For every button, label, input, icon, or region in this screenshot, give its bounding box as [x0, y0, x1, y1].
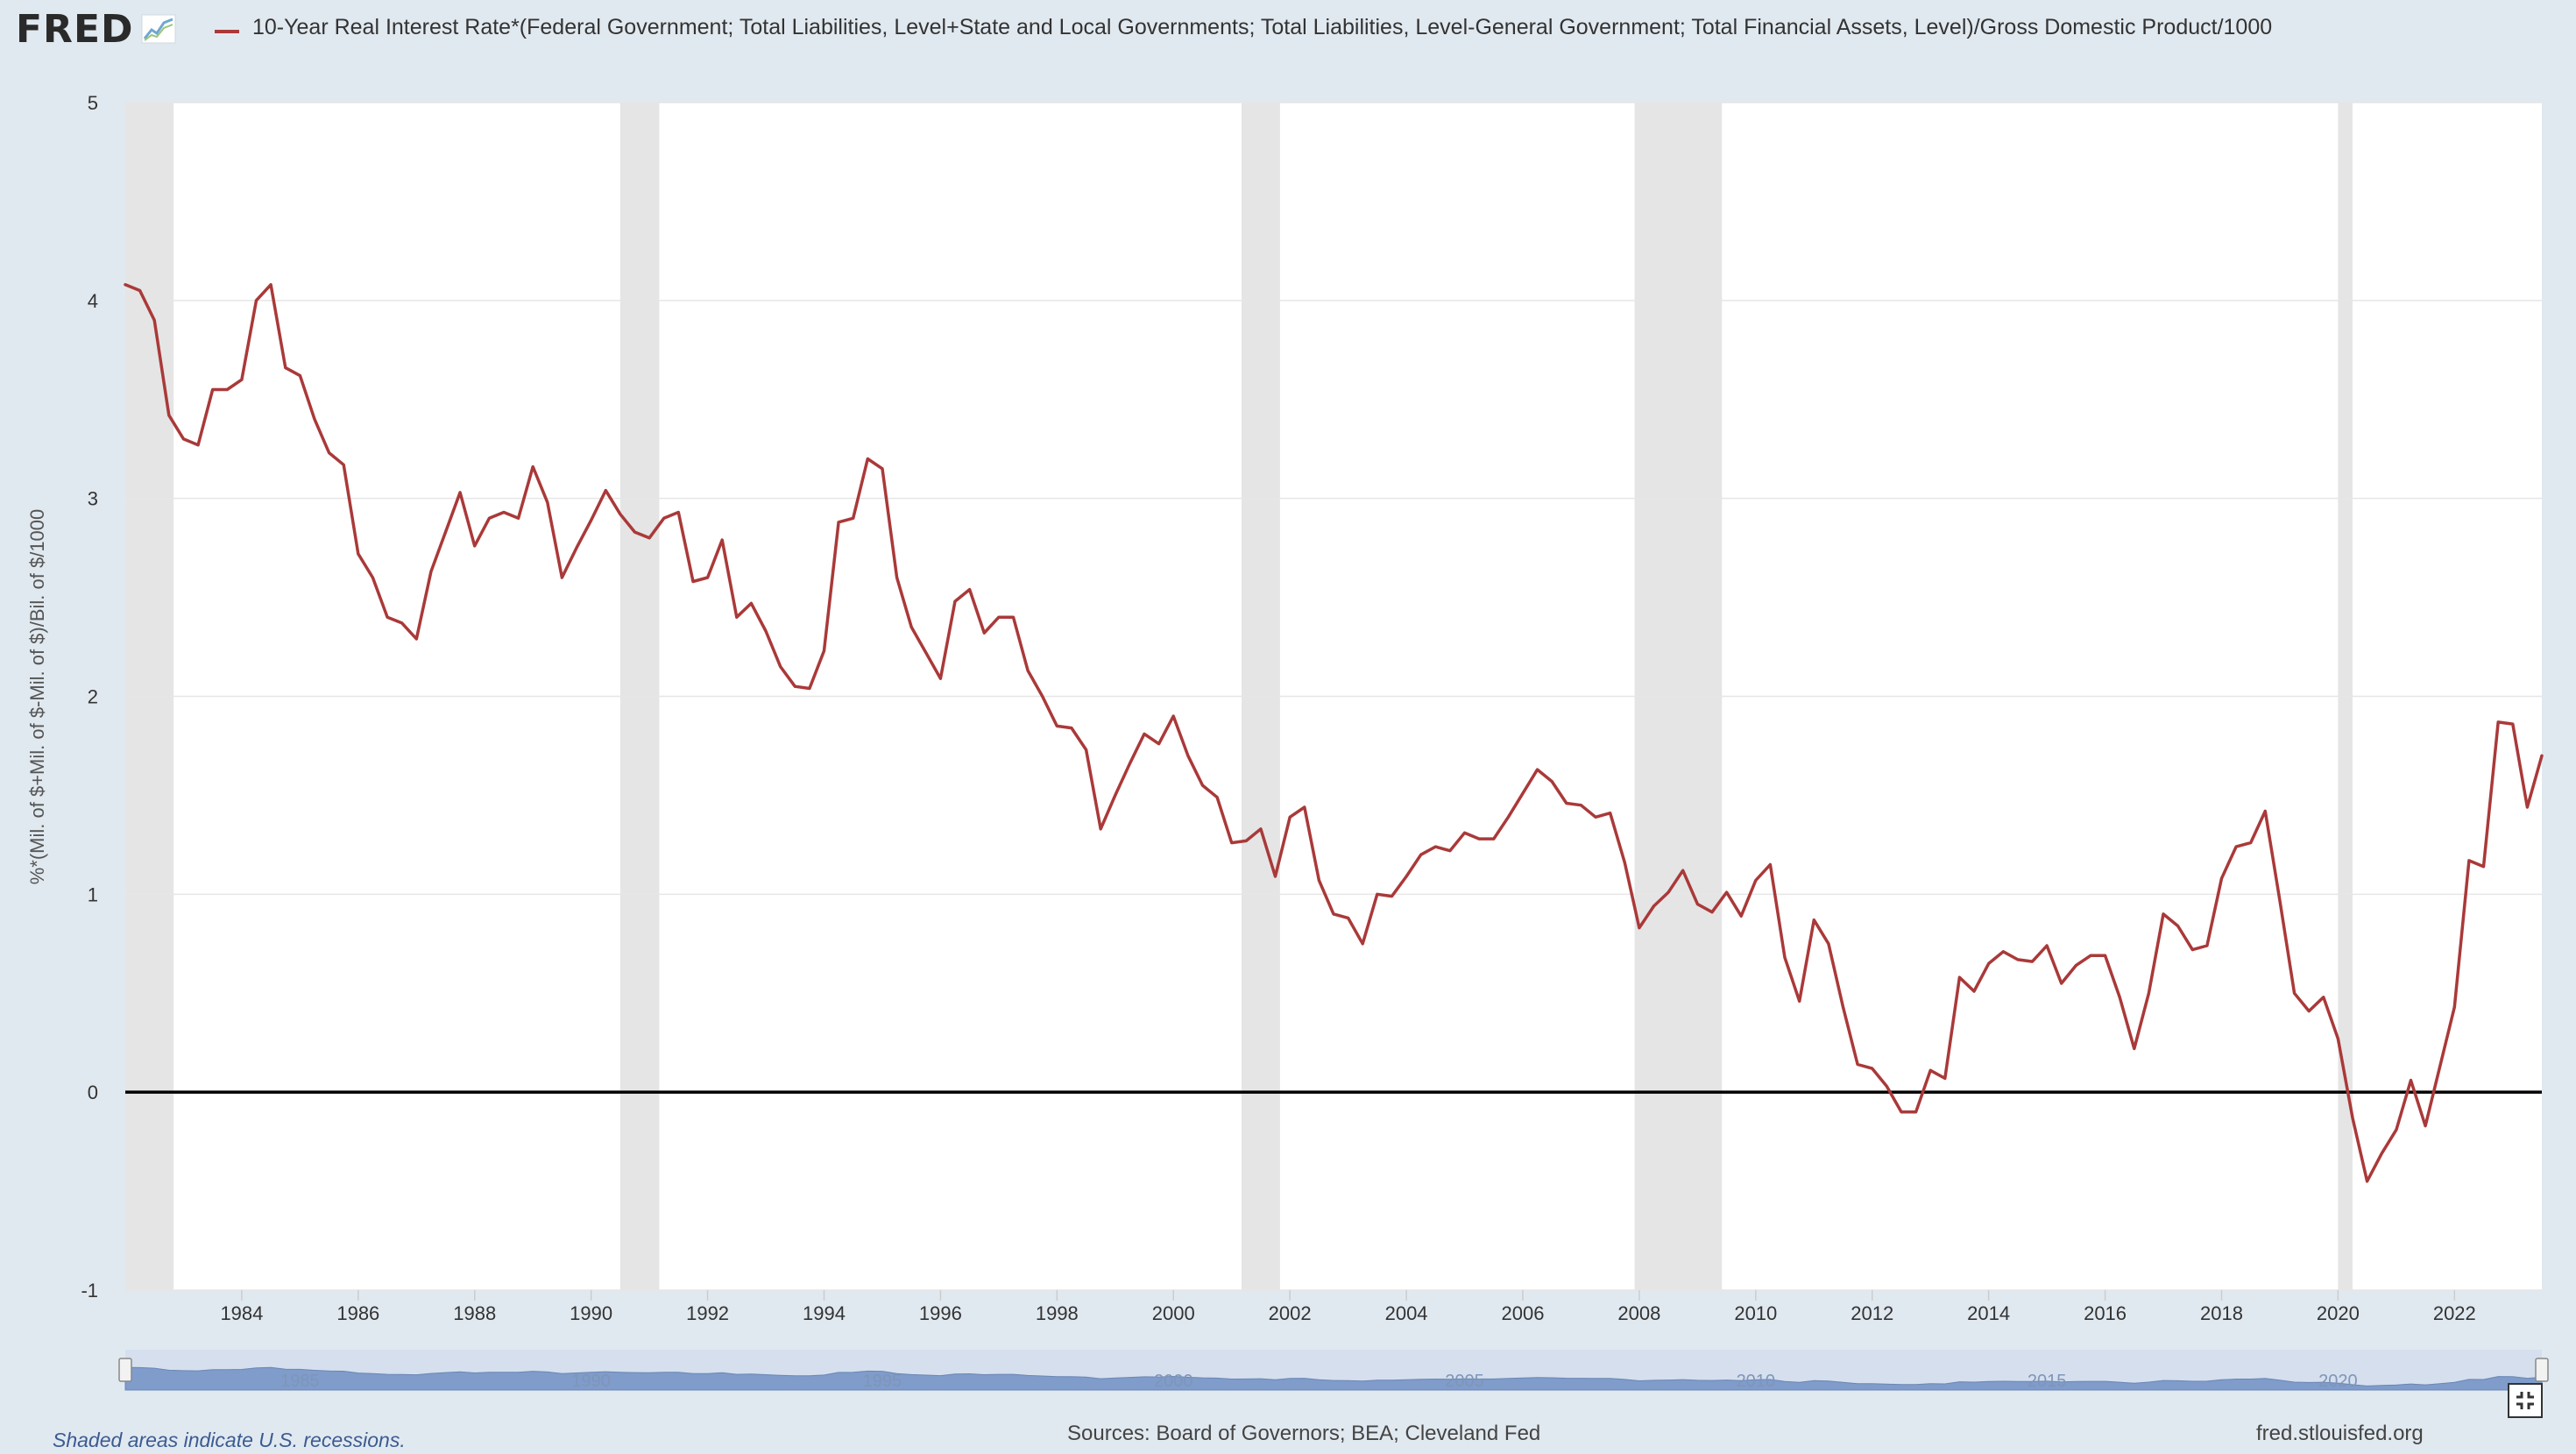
y-tick-label: -1 [81, 1280, 98, 1302]
x-tick-label: 2020 [2317, 1302, 2360, 1324]
navigator-handle-left[interactable] [118, 1358, 132, 1382]
x-tick-label: 2002 [1269, 1302, 1312, 1324]
fullscreen-button[interactable] [2508, 1383, 2543, 1418]
y-tick-label: 4 [88, 290, 98, 312]
navigator-year-label: 2015 [2028, 1372, 2067, 1391]
x-tick-label: 2010 [1734, 1302, 1777, 1324]
navigator-year-labels: 1985 1990 1995 2000 2005 2010 2015 2020 [280, 1372, 2358, 1391]
navigator-handle-right[interactable] [2535, 1358, 2549, 1382]
y-tick-label: 0 [88, 1082, 98, 1103]
x-axis: 1984 1986 1988 1990 1992 1994 1996 1998 2000 2002… [220, 1290, 2476, 1324]
y-axis-title: %*(Mil. of $+Mil. of $-Mil. of $)/Bil. o… [26, 509, 48, 885]
x-tick-label: 1994 [803, 1302, 846, 1324]
y-tick-label: 2 [88, 686, 98, 708]
navigator-year-label: 1985 [280, 1372, 320, 1391]
navigator-year-label: 2020 [2318, 1372, 2358, 1391]
fullscreen-icon [2516, 1392, 2534, 1409]
legend-series-swatch [215, 30, 239, 33]
x-tick-label: 2018 [2200, 1302, 2243, 1324]
fred-logo[interactable]: FRED [16, 6, 176, 52]
sources-text: Sources: Board of Governors; BEA; Clevel… [1067, 1422, 1541, 1445]
x-tick-label: 2000 [1152, 1302, 1195, 1324]
x-tick-label: 1988 [453, 1302, 496, 1324]
y-axis: -1 0 1 2 3 4 5 [81, 92, 98, 1302]
x-tick-label: 2022 [2433, 1302, 2476, 1324]
recession-note: Shaded areas indicate U.S. recessions. [53, 1429, 406, 1451]
x-tick-label: 1998 [1036, 1302, 1079, 1324]
x-tick-label: 1996 [919, 1302, 962, 1324]
legend-series-title: 10-Year Real Interest Rate*(Federal Gove… [252, 15, 2273, 39]
gridlines [125, 102, 2542, 1291]
x-tick-label: 2004 [1385, 1302, 1428, 1324]
fred-chart-icon [141, 14, 176, 44]
x-tick-label: 1990 [570, 1302, 612, 1324]
navigator-year-label: 2005 [1445, 1372, 1484, 1391]
x-tick-label: 2016 [2084, 1302, 2127, 1324]
graph-header: FRED 10-Year Real Interest Rate*(Federal… [0, 0, 2576, 61]
y-tick-label: 3 [88, 488, 98, 510]
navigator-year-label: 1995 [863, 1372, 902, 1391]
time-range-navigator[interactable]: 1985 1990 1995 2000 2005 2010 2015 2020 [118, 1350, 2549, 1391]
navigator-year-label: 1990 [571, 1372, 611, 1391]
x-tick-label: 2012 [1851, 1302, 1893, 1324]
x-tick-label: 1992 [686, 1302, 729, 1324]
navigator-year-label: 2010 [1737, 1372, 1776, 1391]
navigator-year-label: 2000 [1154, 1372, 1193, 1391]
series-layer [124, 283, 2544, 1183]
x-tick-label: 1984 [220, 1302, 263, 1324]
x-tick-label: 1986 [336, 1302, 379, 1324]
series-line [124, 283, 2544, 1183]
x-tick-label: 2014 [1967, 1302, 2010, 1324]
x-tick-label: 2006 [1502, 1302, 1545, 1324]
navigator-series-area [124, 1366, 2543, 1391]
x-tick-label: 2008 [1617, 1302, 1660, 1324]
y-tick-label: 1 [88, 883, 98, 905]
site-link[interactable]: fred.stlouisfed.org [2256, 1422, 2424, 1445]
fred-logo-text: FRED [16, 6, 134, 52]
y-tick-label: 5 [88, 92, 98, 114]
